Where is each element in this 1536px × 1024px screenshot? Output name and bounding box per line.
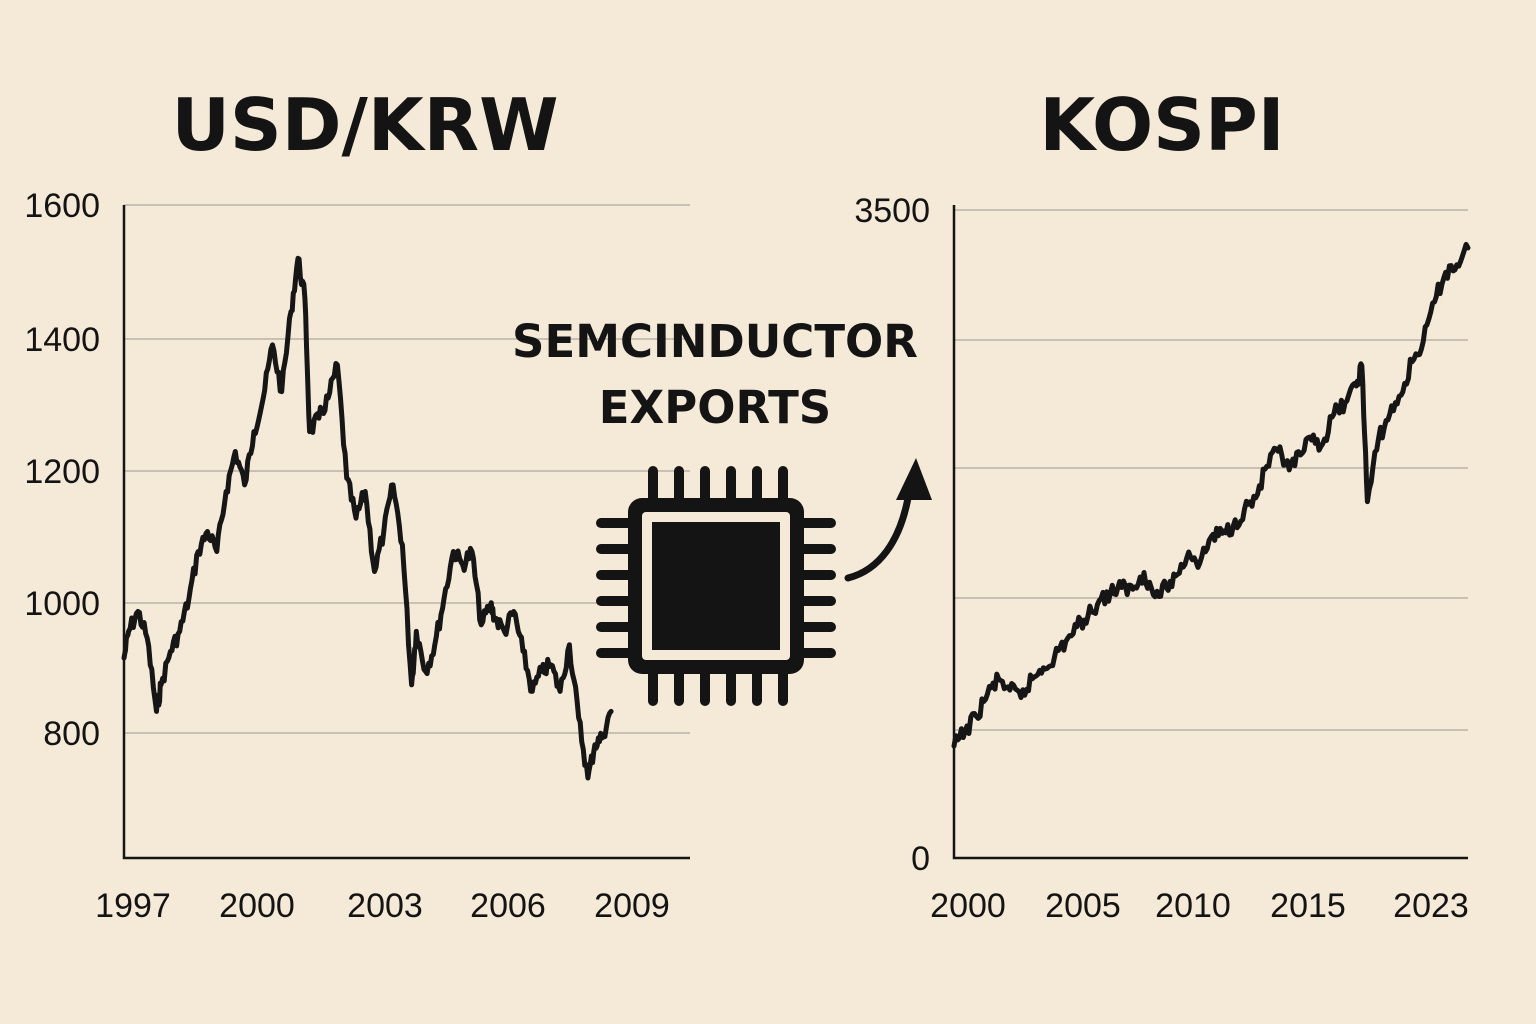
chip-pin [726, 466, 736, 506]
x-tick-label: 2009 [594, 887, 670, 925]
y-tick-label: 1400 [24, 321, 100, 359]
usd-krw-gridlines [124, 204, 690, 734]
usd-krw-title: USD/KRW [171, 83, 558, 167]
annotation-line-2: EXPORTS [599, 381, 831, 434]
kospi-gridlines [954, 209, 1468, 731]
chip-pin [700, 666, 710, 706]
chip-pin [796, 544, 836, 554]
x-tick-label: 1997 [95, 887, 171, 925]
usd-krw-x-tick-labels: 1997 2000 2003 2006 2009 [95, 887, 670, 925]
usd-krw-axes [122, 205, 690, 860]
chip-pin [596, 544, 636, 554]
x-tick-label: 2000 [219, 887, 295, 925]
chip-pin [796, 622, 836, 632]
chip-pin [752, 666, 762, 706]
y-tick-label: 0 [911, 840, 930, 878]
y-tick-label: 1600 [24, 187, 100, 225]
chip-pin [596, 648, 636, 658]
y-tick-label: 800 [43, 715, 100, 753]
x-tick-label: 2010 [1155, 887, 1231, 925]
x-tick-label: 2015 [1270, 887, 1346, 925]
usd-krw-chart: USD/KRW 1600 1400 1200 1000 800 1997 2000 2003… [24, 83, 690, 925]
kospi-y-tick-labels: 3500 0 [854, 192, 930, 878]
annotation-line-1: SEMCINDUCTOR [512, 315, 918, 368]
chip-pin [752, 466, 762, 506]
chip-pin [648, 466, 658, 506]
usd-krw-y-tick-labels: 1600 1400 1200 1000 800 [24, 187, 100, 753]
semiconductor-annotation: SEMCINDUCTOR EXPORTS [512, 315, 918, 434]
chip-pin [700, 466, 710, 506]
kospi-series-line [951, 241, 1471, 749]
kospi-title: KOSPI [1039, 83, 1284, 167]
chip-pin [596, 518, 636, 528]
x-tick-label: 2023 [1393, 887, 1469, 925]
usd-krw-series-line [121, 255, 614, 781]
x-tick-label: 2005 [1045, 887, 1121, 925]
chip-pin [726, 666, 736, 706]
chip-pin [796, 570, 836, 580]
x-tick-label: 2003 [347, 887, 423, 925]
x-tick-label: 2000 [930, 887, 1006, 925]
chip-pin [674, 466, 684, 506]
y-tick-label: 3500 [854, 192, 930, 230]
kospi-axes [952, 205, 1468, 860]
chip-pin [674, 666, 684, 706]
curved-arrow-icon [844, 458, 932, 582]
kospi-x-tick-labels: 2000 2005 2010 2015 2023 [930, 887, 1469, 925]
chip-pin [596, 570, 636, 580]
kospi-chart: KOSPI 3500 0 2000 2005 2010 2015 2023 [854, 83, 1471, 925]
y-tick-label: 1000 [24, 585, 100, 623]
chip-pin [596, 596, 636, 606]
chip-pin [796, 518, 836, 528]
chip-pin [796, 648, 836, 658]
chip-pin [648, 666, 658, 706]
chip-pin [778, 466, 788, 506]
x-tick-label: 2006 [470, 887, 546, 925]
chip-pin [596, 622, 636, 632]
chip-pin [796, 596, 836, 606]
chip-pin [778, 666, 788, 706]
y-tick-label: 1200 [24, 453, 100, 491]
microchip-icon [596, 466, 836, 706]
